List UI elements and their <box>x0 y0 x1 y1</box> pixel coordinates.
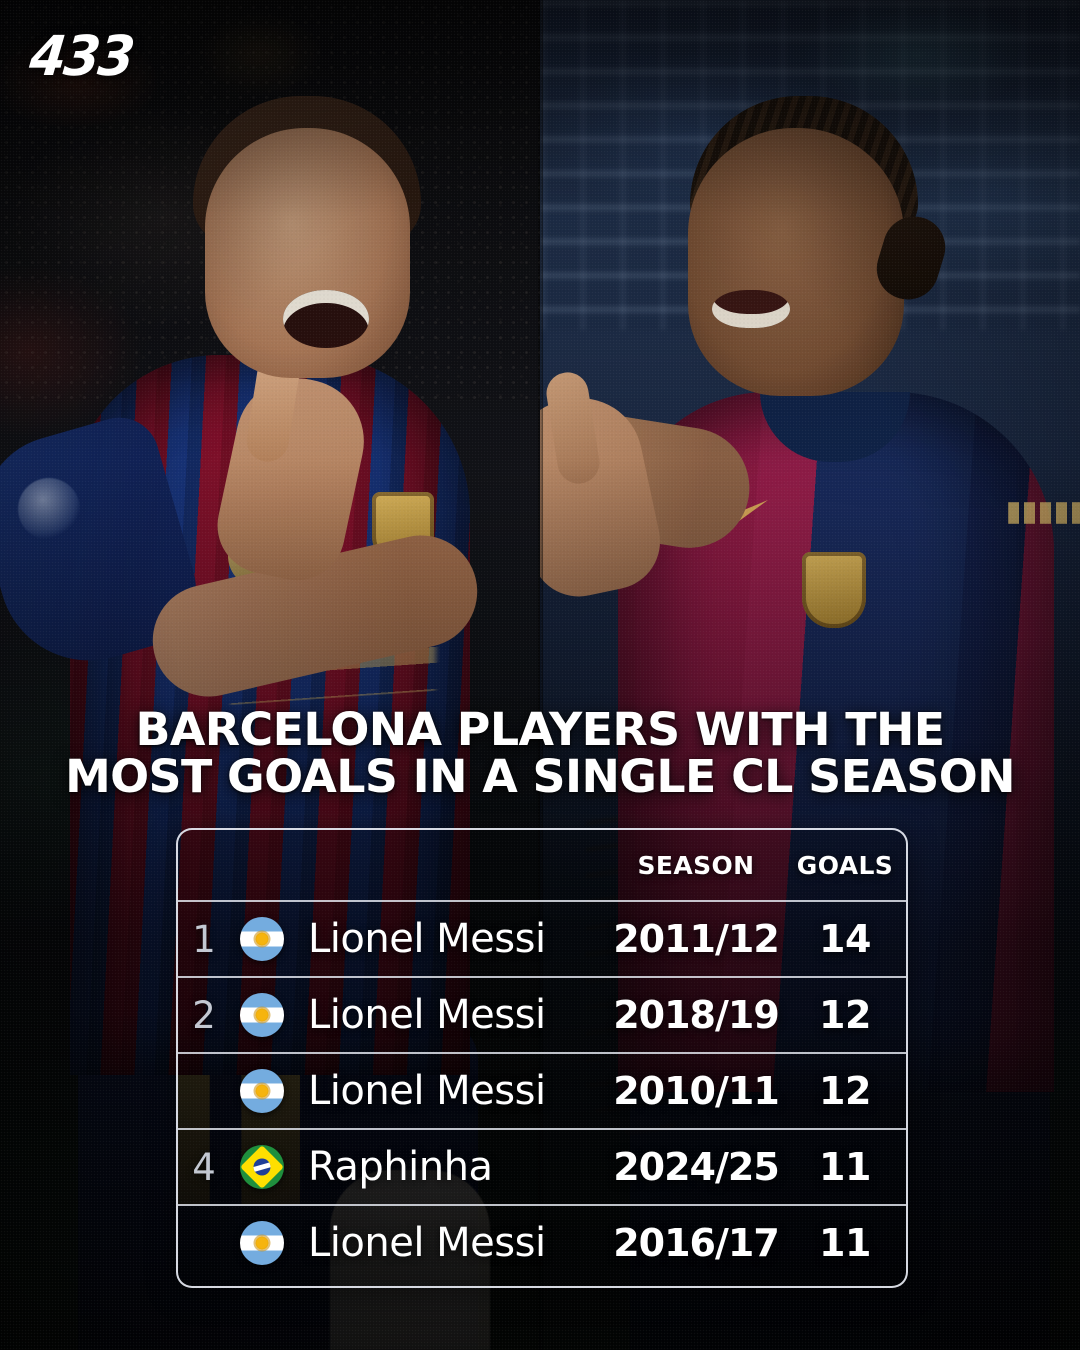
rank-value: 2 <box>192 993 216 1037</box>
brazil-globe <box>253 1158 271 1176</box>
argentina-flag-icon <box>240 917 284 961</box>
argentina-flag-icon <box>240 1069 284 1113</box>
season-cell: 2016/17 <box>608 1221 784 1265</box>
season-cell: 2010/11 <box>608 1069 784 1113</box>
flag-cell <box>230 917 294 961</box>
page-title: BARCELONA PLAYERS WITH THE MOST GOALS IN… <box>0 706 1080 800</box>
raphinha-face <box>688 128 904 396</box>
table-row[interactable]: Lionel Messi 2016/17 11 <box>178 1204 906 1280</box>
raphinha-mouth <box>712 290 790 328</box>
header-goals-label: GOALS <box>796 850 894 880</box>
player-cell: Lionel Messi <box>294 1068 608 1114</box>
messi-mouth <box>283 290 369 348</box>
table-row[interactable]: 2 Lionel Messi 2018/19 12 <box>178 976 906 1052</box>
ucl-sleeve-badge-icon <box>18 478 80 540</box>
ambilight-sleeve-sponsor <box>1008 502 1080 524</box>
goals-value: 12 <box>819 1069 871 1113</box>
goals-value: 11 <box>819 1221 871 1265</box>
header-goals-cell: GOALS <box>784 851 906 880</box>
flag-cell <box>230 1069 294 1113</box>
rank-cell: 2 <box>178 994 230 1037</box>
flag-cell <box>230 993 294 1037</box>
player-name: Lionel Messi <box>308 1068 546 1114</box>
season-cell: 2018/19 <box>608 993 784 1037</box>
argentina-flag-icon <box>240 1221 284 1265</box>
rank-value: 1 <box>192 917 216 961</box>
goals-cell: 11 <box>784 1221 906 1265</box>
rank-cell: 4 <box>178 1146 230 1189</box>
goals-cell: 12 <box>784 993 906 1037</box>
goals-cell: 11 <box>784 1145 906 1189</box>
page-title-line-1: BARCELONA PLAYERS WITH THE <box>135 703 945 756</box>
goals-value: 11 <box>819 1145 871 1189</box>
argentina-flag-icon <box>240 993 284 1037</box>
table-row[interactable]: 1 Lionel Messi 2011/12 14 <box>178 900 906 976</box>
fcb-crest-icon <box>802 552 866 628</box>
player-cell: Lionel Messi <box>294 916 608 962</box>
table-header-row: SEASON GOALS <box>178 830 906 900</box>
season-value: 2010/11 <box>613 1069 780 1113</box>
goals-value: 12 <box>819 993 871 1037</box>
page-title-line-2: MOST GOALS IN A SINGLE CL SEASON <box>65 750 1015 803</box>
table-row[interactable]: Lionel Messi 2010/11 12 <box>178 1052 906 1128</box>
goals-cell: 14 <box>784 917 906 961</box>
header-season-cell: SEASON <box>608 851 784 880</box>
player-cell: Lionel Messi <box>294 1220 608 1266</box>
brazil-flag-icon <box>240 1145 284 1189</box>
header-season-label: SEASON <box>637 850 755 880</box>
433-logo-text: 433 <box>26 25 136 89</box>
rank-value: 4 <box>192 1145 216 1189</box>
table-row[interactable]: 4 Raphinha 2024/25 11 <box>178 1128 906 1204</box>
flag-cell <box>230 1221 294 1265</box>
player-cell: Raphinha <box>294 1144 608 1190</box>
player-name: Raphinha <box>308 1144 493 1190</box>
season-value: 2024/25 <box>613 1145 780 1189</box>
player-name: Lionel Messi <box>308 992 546 1038</box>
season-cell: 2011/12 <box>608 917 784 961</box>
goals-cell: 12 <box>784 1069 906 1113</box>
player-name: Lionel Messi <box>308 916 546 962</box>
goals-value: 14 <box>819 917 871 961</box>
season-cell: 2024/25 <box>608 1145 784 1189</box>
433-logo[interactable]: 433 <box>26 25 136 89</box>
flag-cell <box>230 1145 294 1189</box>
rank-cell: 1 <box>178 918 230 961</box>
player-cell: Lionel Messi <box>294 992 608 1038</box>
season-value: 2011/12 <box>613 917 780 961</box>
season-value: 2016/17 <box>613 1221 780 1265</box>
player-name: Lionel Messi <box>308 1220 546 1266</box>
season-value: 2018/19 <box>613 993 780 1037</box>
ranking-table: SEASON GOALS 1 Lionel Messi 2011/12 14 <box>176 828 908 1288</box>
